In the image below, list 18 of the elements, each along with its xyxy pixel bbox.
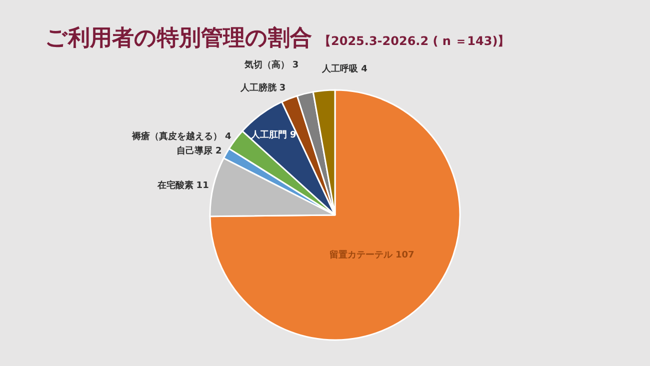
slice-label: 自己導尿 [176, 145, 214, 156]
slice-label: 留置カテーテル [329, 250, 394, 261]
data-label: 4 [361, 64, 368, 75]
data-label: 2 [215, 146, 222, 156]
data-label: 107 [395, 250, 414, 261]
chart-title: ご利用者の特別管理の割合 [45, 26, 312, 51]
slice-label: 褥瘡（真皮を越える） [130, 130, 222, 142]
slice-label: 人工呼吸 [321, 64, 360, 75]
data-label: 3 [292, 60, 299, 71]
data-label: 11 [196, 181, 209, 192]
data-label: 9 [290, 130, 296, 141]
slice-label: 人工肛門 [250, 130, 287, 141]
slice-label: 人工膀胱 [239, 82, 278, 94]
data-label: 3 [279, 83, 286, 94]
slice-label: 気切（高） [243, 60, 290, 71]
chart-subtitle: 【2025.3-2026.2 ( n ＝143)】 [319, 34, 510, 48]
data-label: 4 [224, 132, 232, 142]
slice-label: 在宅酸素 [156, 180, 194, 192]
